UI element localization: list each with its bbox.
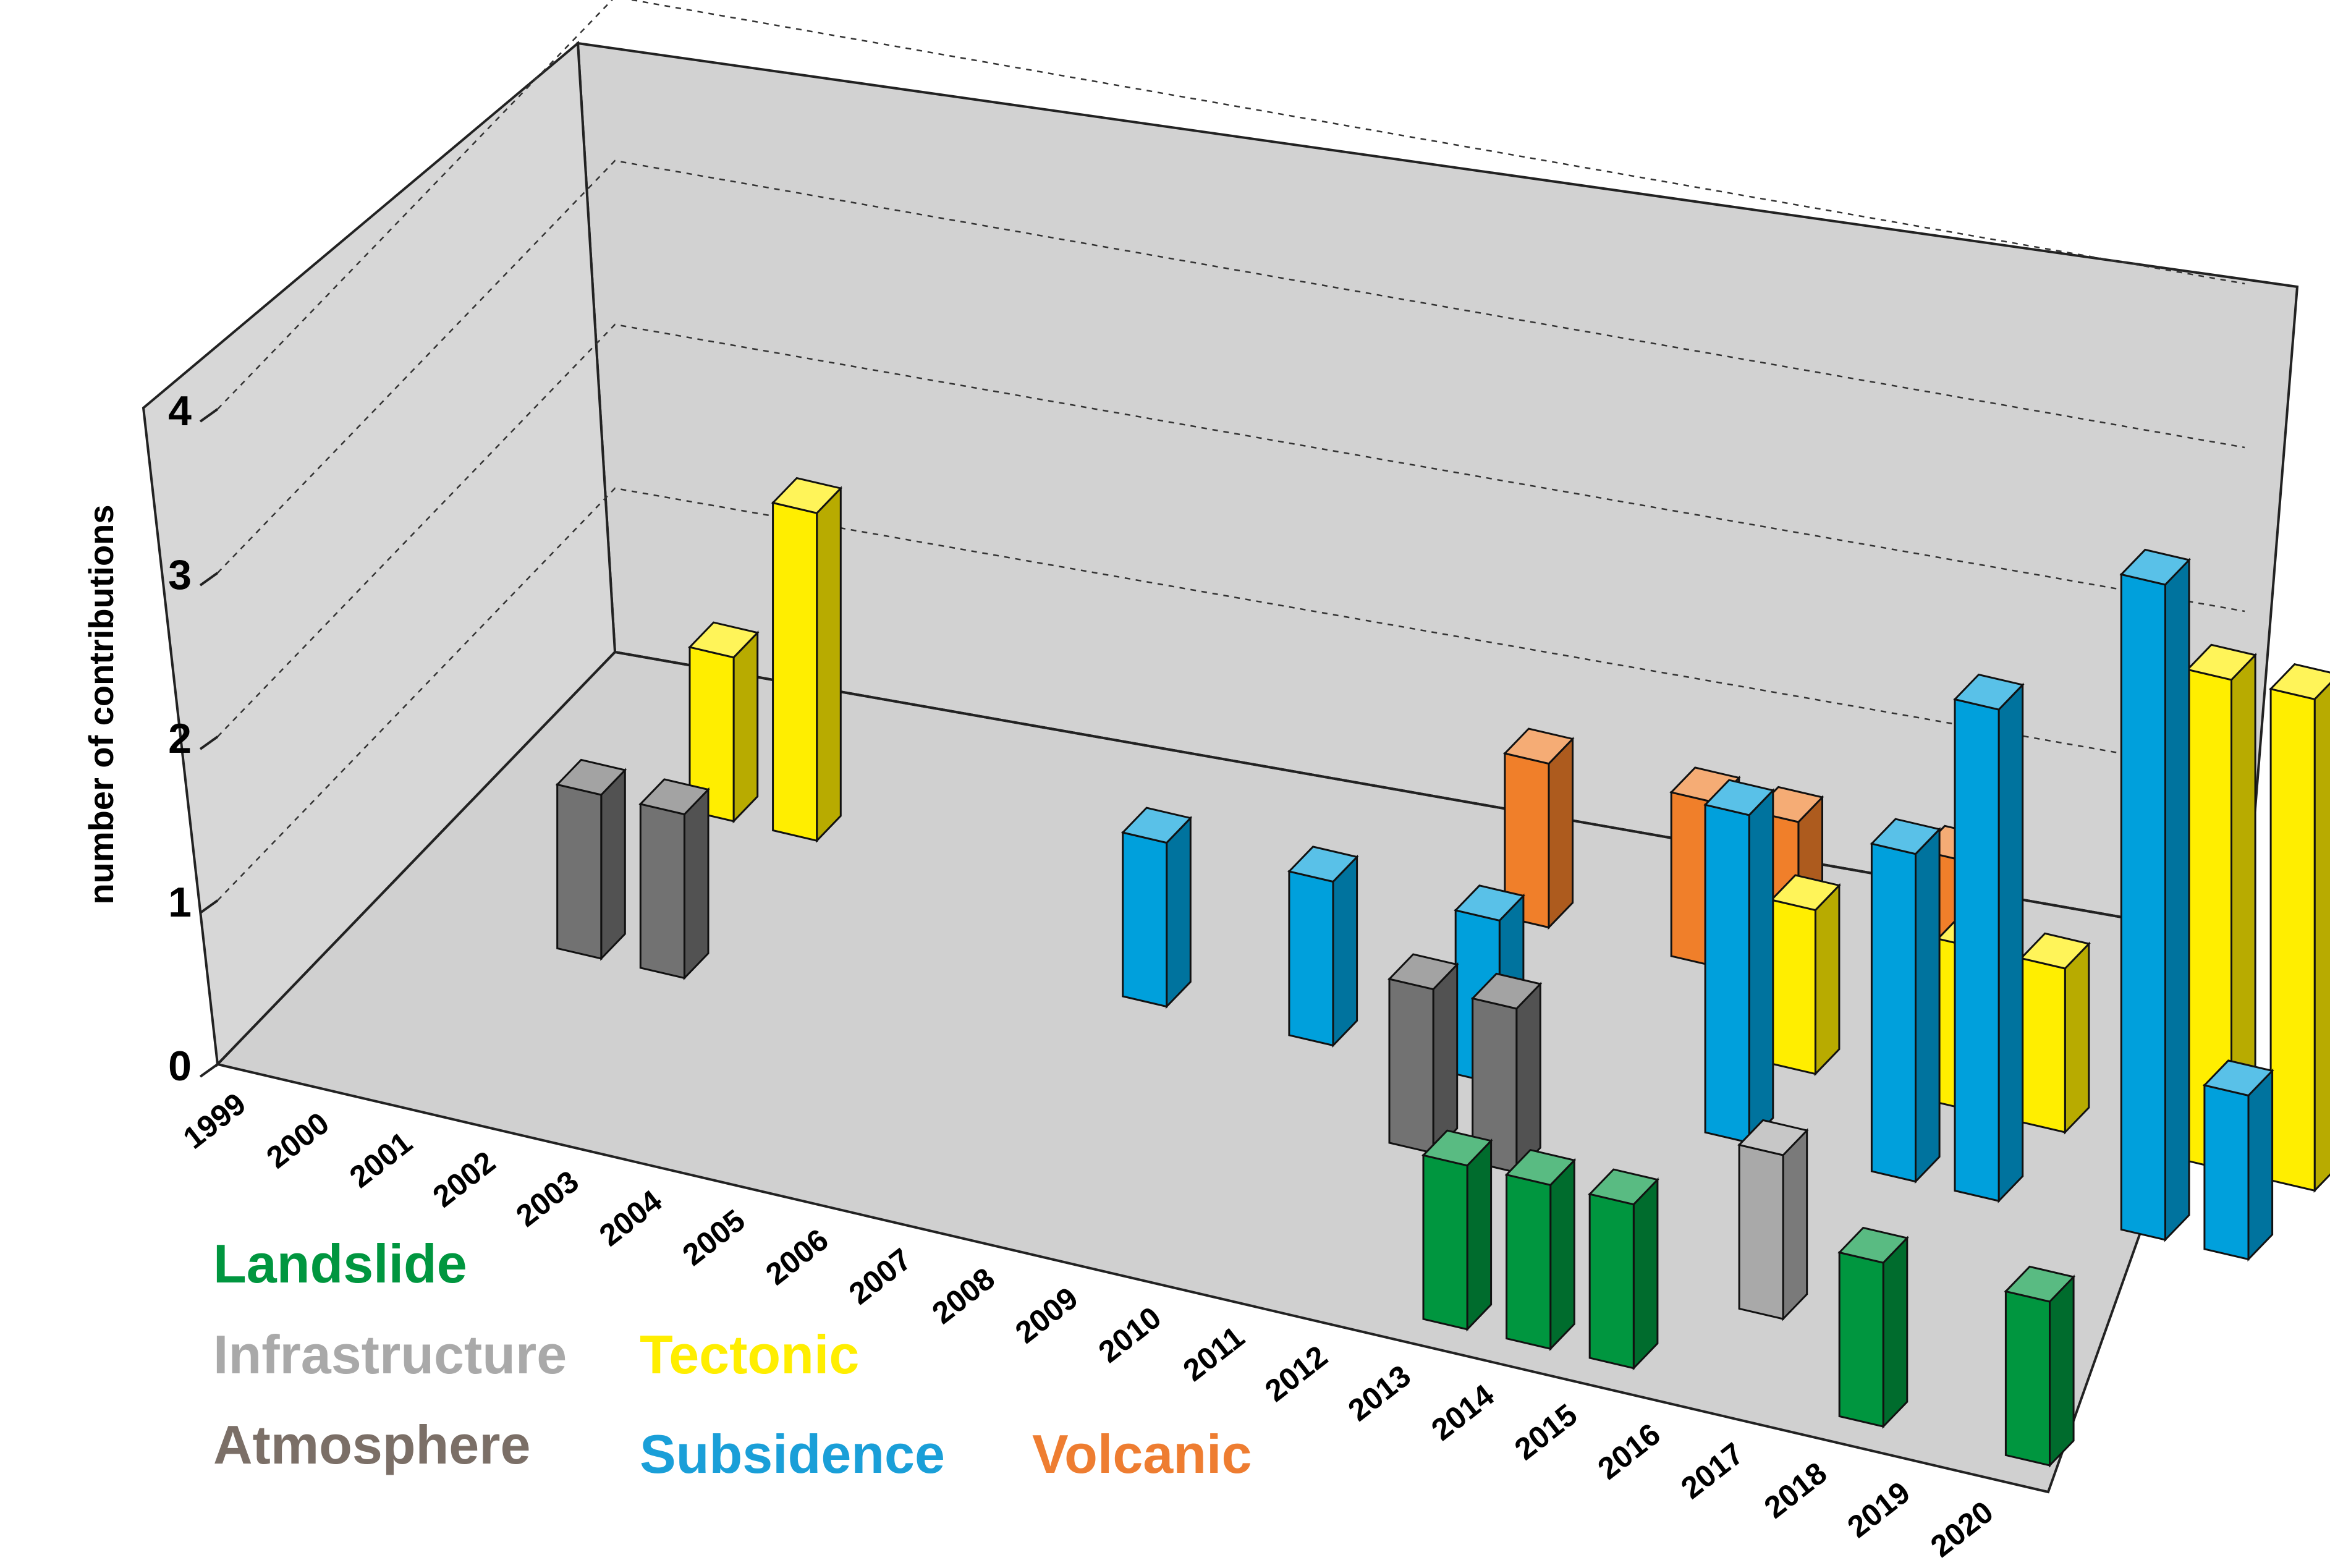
bar-tectonic-2017	[2019, 932, 2091, 1135]
y-tick-label: 2	[168, 715, 192, 762]
x-tick-label: 2018	[1758, 1456, 1833, 1525]
bar-atmosphere-2011	[1387, 953, 1459, 1156]
bar-infrastructure-2016	[1737, 1119, 1809, 1321]
bars	[555, 477, 2330, 1468]
bar-landslide-2020	[2004, 1265, 2076, 1468]
x-tick-label: 2000	[260, 1106, 336, 1176]
legend-subsidence: Subsidence	[640, 1423, 945, 1485]
x-tick-label: 2002	[426, 1145, 502, 1214]
bar-atmosphere-2001	[555, 758, 627, 961]
x-tick-label: 2012	[1258, 1339, 1334, 1409]
bar-subsidence-2019	[2119, 548, 2191, 1242]
gridline	[217, 487, 2245, 901]
x-tick-label: 2011	[1177, 1320, 1251, 1388]
bar-subsidence-2009	[1287, 845, 1359, 1048]
x-tick-label: 2013	[1342, 1358, 1417, 1428]
x-tick-label: 2003	[510, 1164, 585, 1234]
x-tick-label: 2020	[1924, 1494, 1999, 1564]
legend-landslide: Landslide	[213, 1233, 467, 1294]
legend: Landslide Infrastructure Tectonic Atmosp…	[213, 1233, 1252, 1485]
bar-subsidence-2014	[1703, 779, 1775, 1145]
x-tick-label: 2007	[842, 1242, 918, 1312]
gridline	[217, 159, 2245, 574]
bar-tectonic-2014	[1769, 874, 1841, 1077]
bar-subsidence-2007	[1121, 807, 1193, 1009]
y-tick-mark	[199, 1063, 219, 1078]
x-tick-label: 2014	[1425, 1378, 1501, 1447]
gridline	[217, 0, 2245, 410]
x-tick-label: 2004	[593, 1183, 668, 1253]
y-tick-mark	[199, 572, 219, 587]
bar-landslide-2015	[1588, 1168, 1659, 1371]
bar-subsidence-2016	[1870, 818, 1942, 1184]
bar-tectonic-2002	[771, 477, 843, 843]
legend-volcanic: Volcanic	[1032, 1423, 1252, 1485]
bar-landslide-2018	[1837, 1226, 1909, 1429]
bar-landslide-2014	[1504, 1148, 1577, 1352]
x-tick-label: 2017	[1674, 1436, 1750, 1506]
legend-infrastructure: Infrastructure	[213, 1324, 567, 1385]
y-tick-mark	[199, 735, 219, 750]
y-tick-mark	[199, 899, 219, 914]
bar-atmosphere-2002	[638, 778, 710, 981]
x-tick-label: 2016	[1591, 1417, 1667, 1486]
y-tick-label: 3	[168, 551, 192, 598]
y-tick-label: 4	[168, 388, 192, 434]
x-tick-label: 1999	[177, 1086, 252, 1156]
bar-tectonic-2020	[2269, 663, 2330, 1193]
x-tick-label: 2005	[676, 1203, 752, 1273]
y-axis-label: number of contributions	[82, 504, 121, 904]
y-tick-mark	[199, 408, 219, 423]
y-tick-label: 0	[168, 1043, 192, 1090]
legend-atmosphere: Atmosphere	[213, 1414, 530, 1475]
y-axis-ticks: 0 1 2 3 4	[168, 388, 219, 1090]
bar-subsidence-2020	[2202, 1059, 2274, 1262]
bar-tectonic-2001	[688, 621, 760, 824]
bar-landslide-2013	[1421, 1129, 1493, 1332]
x-tick-label: 2008	[926, 1261, 1001, 1331]
x-tick-label: 2019	[1841, 1475, 1917, 1545]
x-tick-label: 2009	[1009, 1281, 1084, 1350]
y-tick-label: 1	[168, 879, 192, 926]
x-tick-label: 2001	[343, 1125, 418, 1195]
bar-subsidence-2017	[1953, 673, 2025, 1203]
bar-volcanic-2010	[1502, 727, 1575, 930]
legend-tectonic: Tectonic	[640, 1324, 859, 1385]
bar-atmosphere-2012	[1470, 972, 1543, 1175]
x-tick-label: 2010	[1092, 1300, 1167, 1370]
x-tick-label: 2015	[1508, 1397, 1583, 1467]
gridline	[217, 323, 2245, 737]
x-tick-label: 2006	[759, 1222, 834, 1292]
